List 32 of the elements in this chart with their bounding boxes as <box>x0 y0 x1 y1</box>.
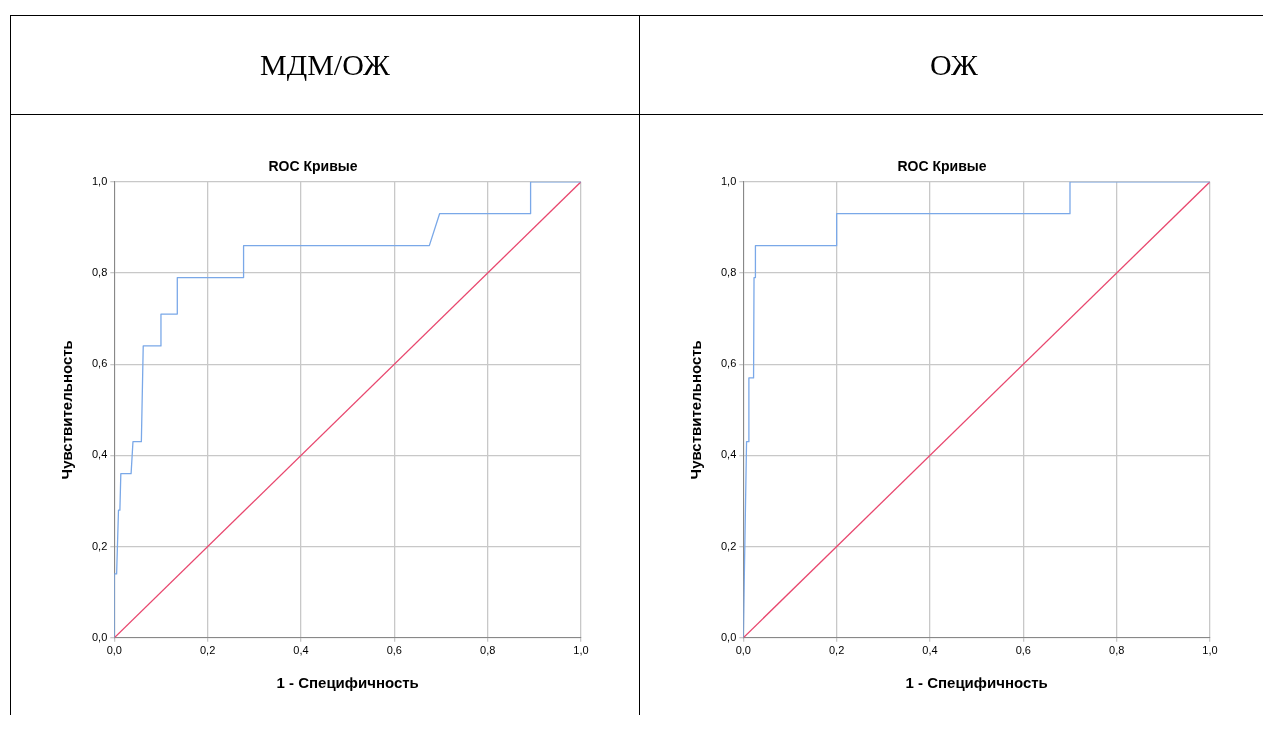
x-tick-label: 0,4 <box>293 644 309 657</box>
chart-title: ОЖ <box>640 16 1263 115</box>
y-tick-label: 0,4 <box>720 448 737 461</box>
x-tick-label: 0,8 <box>1109 644 1125 657</box>
x-tick-label: 0,6 <box>386 644 402 657</box>
y-tick-label: 0,8 <box>91 266 108 279</box>
y-tick-label: 1,0 <box>91 174 108 187</box>
x-tick-label: 0,8 <box>480 644 496 657</box>
y-tick-label: 0,0 <box>720 630 737 643</box>
y-tick-label: 0,6 <box>720 357 737 370</box>
y-tick-label: 0,6 <box>91 357 108 370</box>
x-tick-label: 0,6 <box>1015 644 1031 657</box>
x-tick-label: 0,0 <box>735 644 751 657</box>
chart-subtitle: ROC Кривые <box>897 158 987 175</box>
y-tick-label: 0,2 <box>91 539 108 552</box>
y-tick-label: 0,0 <box>91 630 108 643</box>
x-axis-title: 1 - Специфичность <box>276 674 419 692</box>
y-tick-label: 0,2 <box>720 539 737 552</box>
y-tick-label: 1,0 <box>720 174 737 187</box>
x-tick-label: 1,0 <box>1202 644 1218 657</box>
y-axis-title: Чувствительность <box>687 340 705 480</box>
x-tick-label: 0,4 <box>922 644 938 657</box>
x-tick-label: 1,0 <box>573 644 589 657</box>
x-tick-label: 0,0 <box>106 644 122 657</box>
y-tick-label: 0,4 <box>91 448 108 461</box>
chart-subtitle: ROC Кривые <box>268 158 358 175</box>
y-tick-label: 0,8 <box>720 266 737 279</box>
x-axis-title: 1 - Специфичность <box>905 674 1048 692</box>
x-tick-label: 0,2 <box>828 644 845 657</box>
x-tick-label: 0,2 <box>199 644 216 657</box>
chart-title: МДМ/ОЖ <box>11 16 639 115</box>
y-axis-title: Чувствительность <box>58 340 76 480</box>
